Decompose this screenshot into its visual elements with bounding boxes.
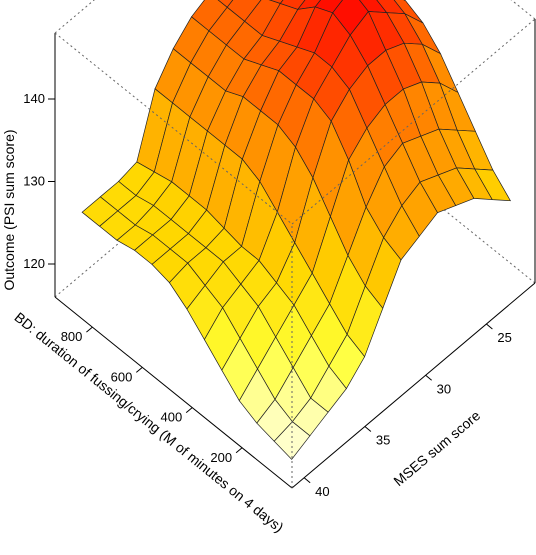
mses-tick-label: 35 — [376, 433, 390, 448]
bd-tick — [135, 366, 143, 373]
mses-tick — [364, 426, 372, 432]
z-tick-label: 140 — [23, 91, 45, 106]
mses-tick-label: 30 — [437, 381, 451, 396]
bd-tick-label: 800 — [61, 329, 83, 344]
z-axis-title: Outcome (PSI sum score) — [1, 129, 17, 290]
box-edge-top-front-left — [54, 32, 293, 225]
z-tick-label: 120 — [23, 256, 45, 271]
bd-tick-label: 200 — [210, 450, 232, 465]
mses-tick — [486, 323, 493, 330]
z-tick-label: 130 — [23, 174, 45, 189]
box-edge-back-floor-right — [297, 91, 536, 284]
bounding-box-front — [54, 18, 536, 489]
mses-tick-label: 25 — [497, 330, 511, 345]
box-edge-mses-axis — [291, 282, 536, 489]
bd-tick-label: 400 — [161, 410, 183, 425]
bd-tick — [185, 407, 193, 413]
mses-axis-title: MSES sum score — [390, 407, 483, 489]
mses-tick — [303, 477, 311, 484]
box-edge-bd-axis — [54, 296, 293, 489]
mses-tick — [425, 374, 432, 381]
surface-mesh — [81, 0, 512, 460]
bd-tick — [235, 447, 243, 454]
surface-facet — [217, 0, 234, 8]
axis-ticks: 120 130 140 200 400 600 800 25 30 35 40 — [23, 91, 512, 499]
bd-tick — [86, 326, 93, 333]
bounding-box-back — [54, 0, 536, 298]
mses-tick-label: 40 — [315, 484, 329, 499]
bd-tick-label: 600 — [111, 369, 133, 384]
